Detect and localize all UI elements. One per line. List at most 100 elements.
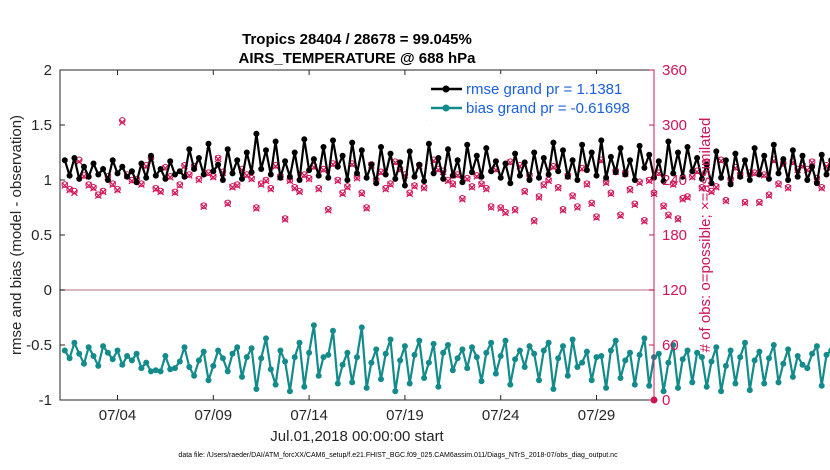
obs-possible-point <box>626 185 634 193</box>
obs-assimilated-point <box>722 197 730 205</box>
obs-possible-point <box>301 171 308 178</box>
rmse-point <box>124 173 131 180</box>
bias-point <box>766 355 772 362</box>
bias-point <box>215 347 222 354</box>
rmse-point <box>425 140 432 147</box>
bias-point <box>746 387 753 394</box>
obs-assimilated-point <box>406 190 414 198</box>
bias-point <box>81 360 87 367</box>
x-tick-label: 07/09 <box>195 407 233 424</box>
rmse-point <box>440 175 447 182</box>
rmse-point <box>435 155 442 161</box>
obs-possible-point <box>674 215 682 222</box>
obs-possible-point <box>478 180 485 187</box>
rmse-point <box>421 178 428 185</box>
bias-point <box>363 384 370 391</box>
bias-point <box>234 344 241 351</box>
obs-possible-point <box>775 180 782 187</box>
rmse-point <box>363 174 370 181</box>
marks-layer <box>60 112 830 404</box>
y-tick-label: 1 <box>44 172 52 189</box>
obs-assimilated-point <box>358 190 366 198</box>
rmse-point <box>339 152 346 159</box>
bias-point <box>823 351 830 358</box>
obs-assimilated-point <box>262 177 270 185</box>
bias-point <box>641 335 648 342</box>
bias-point <box>473 354 480 361</box>
bias-point <box>655 350 662 357</box>
bias-point <box>540 347 547 354</box>
obs-possible-point <box>214 154 222 162</box>
rmse-point <box>732 150 739 157</box>
bias-point <box>770 342 777 348</box>
bias-point <box>243 354 250 361</box>
obs-possible-point <box>535 193 543 200</box>
obs-possible-point <box>765 191 773 198</box>
rmse-point <box>823 171 830 178</box>
obs-possible-point <box>784 184 792 191</box>
rmse-point <box>85 173 92 180</box>
rmse-point <box>176 168 183 175</box>
obs-assimilated-point <box>214 155 222 163</box>
rmse-point <box>186 146 193 153</box>
obs-possible-point <box>530 217 538 224</box>
legend: rmse grand pr = 1.1381 bias grand pr = -… <box>425 74 648 120</box>
rmse-point <box>598 137 605 144</box>
obs-possible-point <box>756 198 763 206</box>
bias-point <box>732 380 739 387</box>
bias-point <box>148 368 154 375</box>
y-tick-label-right: 0 <box>662 392 670 409</box>
rmse-point <box>679 173 686 180</box>
obs-assimilated-point <box>617 212 624 220</box>
rmse-point <box>263 147 269 154</box>
obs-assimilated-point <box>176 182 184 189</box>
obs-possible-point <box>253 204 260 211</box>
obs-assimilated-point <box>315 185 323 193</box>
bias-point <box>114 347 121 354</box>
obs-assimilated-point <box>660 203 668 211</box>
bias-point <box>492 370 499 377</box>
rmse-point <box>775 170 782 177</box>
obs-possible-point <box>540 181 548 188</box>
obs-possible-point <box>574 203 581 210</box>
bias-point <box>267 366 274 373</box>
bias-point <box>90 353 97 359</box>
rmse-point <box>104 177 111 183</box>
rmse-point <box>315 172 322 179</box>
rmse-point <box>512 150 519 157</box>
obs-possible-point <box>617 211 624 219</box>
obs-possible-point <box>502 208 509 216</box>
obs-assimilated-point <box>420 184 428 192</box>
obs-assimilated-point <box>545 177 553 185</box>
obs-possible-point <box>176 181 184 188</box>
bias-point <box>128 357 135 364</box>
bias-point <box>349 379 356 386</box>
obs-assimilated-point <box>233 182 241 189</box>
obs-assimilated-point <box>593 214 600 222</box>
bias-point <box>301 383 308 390</box>
obs-possible-point <box>607 189 615 197</box>
rmse-point <box>200 171 207 178</box>
bias-point <box>248 345 255 352</box>
obs-assimilated-point <box>281 215 289 223</box>
rmse-point <box>382 171 389 178</box>
rmse-point <box>449 172 456 179</box>
obs-possible-point <box>71 187 78 195</box>
bias-point <box>286 388 293 395</box>
rmse-point <box>612 169 619 176</box>
rmse-point <box>469 169 475 176</box>
rmse-point <box>354 170 360 177</box>
rmse-point <box>172 171 178 178</box>
rmse-point <box>277 174 284 181</box>
bias-point <box>718 388 725 395</box>
bias-point <box>713 344 720 351</box>
rmse-point <box>210 168 217 175</box>
obs-assimilated-point <box>751 170 759 178</box>
rmse-point <box>411 173 418 180</box>
rmse-point <box>296 177 303 183</box>
rmse-point <box>459 179 466 186</box>
bias-point <box>607 347 614 354</box>
rmse-point <box>66 172 73 179</box>
bias-point <box>813 343 820 350</box>
rmse-point <box>253 130 260 137</box>
